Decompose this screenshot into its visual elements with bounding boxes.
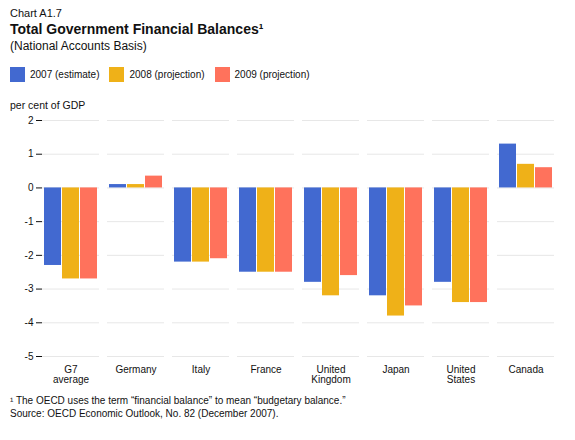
svg-text:UnitedStates: UnitedStates	[447, 364, 476, 385]
html-text:2008 (projection): 2008 (projection)	[129, 69, 205, 80]
svg-text:Germany: Germany	[115, 364, 156, 375]
svg-text:Japan: Japan	[382, 364, 409, 375]
html-text:(National Accounts Basis): (National Accounts Basis)	[10, 39, 147, 53]
svg-text:2: 2	[28, 115, 34, 126]
html-text:2007 (estimate): 2007 (estimate)	[30, 69, 100, 80]
svg-text:Italy: Italy	[192, 364, 210, 375]
svg-text:-5: -5	[25, 351, 34, 362]
svg-text:G7average: G7average	[53, 364, 90, 385]
svg-text:-1: -1	[25, 216, 34, 227]
html-text:per cent of GDP: per cent of GDP	[10, 99, 86, 111]
svg-text:-2: -2	[25, 250, 34, 261]
html-text:2009 (projection): 2009 (projection)	[234, 69, 310, 80]
html-text:Source: OECD Economic Outlook,: Source: OECD Economic Outlook, No. 82 (D…	[10, 408, 279, 419]
svg-text:-4: -4	[25, 317, 34, 328]
svg-text:0: 0	[28, 182, 34, 193]
svg-text:-3: -3	[25, 283, 34, 294]
svg-text:France: France	[250, 364, 282, 375]
html-text:Chart A1.7: Chart A1.7	[10, 7, 62, 19]
svg-text:1: 1	[28, 148, 34, 159]
svg-text:UnitedKingdom: UnitedKingdom	[311, 364, 350, 385]
html-text:¹ The OECD uses the term “fina: ¹ The OECD uses the term “financial bala…	[10, 395, 346, 406]
svg-text:Canada: Canada	[508, 364, 543, 375]
html-text:Total Government Financial Bal: Total Government Financial Balances¹	[10, 21, 264, 37]
